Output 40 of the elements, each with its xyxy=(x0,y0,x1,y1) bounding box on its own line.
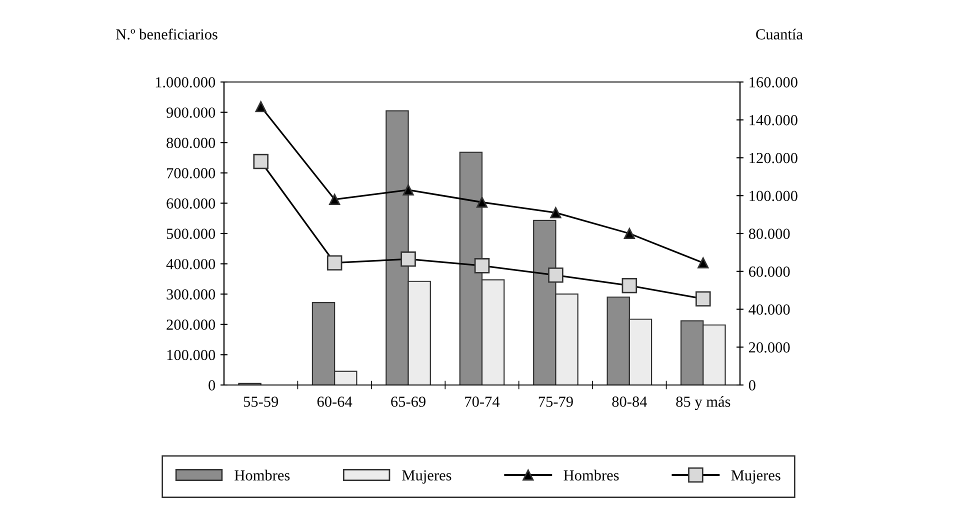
point xyxy=(329,194,340,205)
legend-label: Mujeres xyxy=(731,470,780,484)
y-tick-label: 800.000 xyxy=(166,138,216,148)
point xyxy=(624,228,635,240)
legend-label: Hombres xyxy=(234,470,290,481)
y2-tick-label: 160.000 xyxy=(750,77,798,88)
legend-label: Hombres xyxy=(564,470,619,481)
y2-tick-label: 80.000 xyxy=(748,228,790,240)
x-tick-label: 55-59 xyxy=(244,396,278,407)
y-tick-label: 600.000 xyxy=(166,198,216,209)
x-tick-label: 75-79 xyxy=(538,396,573,407)
y-axis-title: N.º beneficiarios xyxy=(116,28,218,40)
point xyxy=(476,196,488,208)
y2-tick-label: 140.000 xyxy=(750,115,798,126)
y-tick-label: 700.000 xyxy=(167,168,216,178)
y2-tick-label: 60.000 xyxy=(748,266,790,277)
point xyxy=(402,184,414,196)
x-tick-label: 70-74 xyxy=(465,396,500,407)
x-tick-label: 85 y más xyxy=(676,396,730,410)
y2-tick-label: 0 xyxy=(748,380,756,390)
point xyxy=(550,207,562,218)
legend-label: Mujeres xyxy=(402,470,452,484)
y-tick-label: 0 xyxy=(208,380,216,390)
y2-tick-label: 20.000 xyxy=(749,342,790,353)
y2-tick-label: 120.000 xyxy=(750,152,798,164)
y-tick-label: 200.000 xyxy=(166,320,216,330)
y2-axis-title: Cuantía xyxy=(756,28,803,40)
point xyxy=(698,257,709,268)
x-tick-label: 65-69 xyxy=(391,396,426,407)
y-tick-label: 500.000 xyxy=(166,228,216,240)
y-tick-label: 100.000 xyxy=(167,350,216,360)
y-tick-label: 400.000 xyxy=(166,258,216,270)
y-tick-label: 300.000 xyxy=(166,289,216,300)
y-tick-label: 1.000.000 xyxy=(156,77,216,88)
y-tick-label: 900.000 xyxy=(166,107,216,118)
point xyxy=(255,101,266,112)
y2-tick-label: 40.000 xyxy=(748,304,790,315)
x-tick-label: 80-84 xyxy=(612,396,648,407)
y2-tick-label: 100.000 xyxy=(750,190,798,202)
x-tick-label: 60-64 xyxy=(317,396,352,407)
